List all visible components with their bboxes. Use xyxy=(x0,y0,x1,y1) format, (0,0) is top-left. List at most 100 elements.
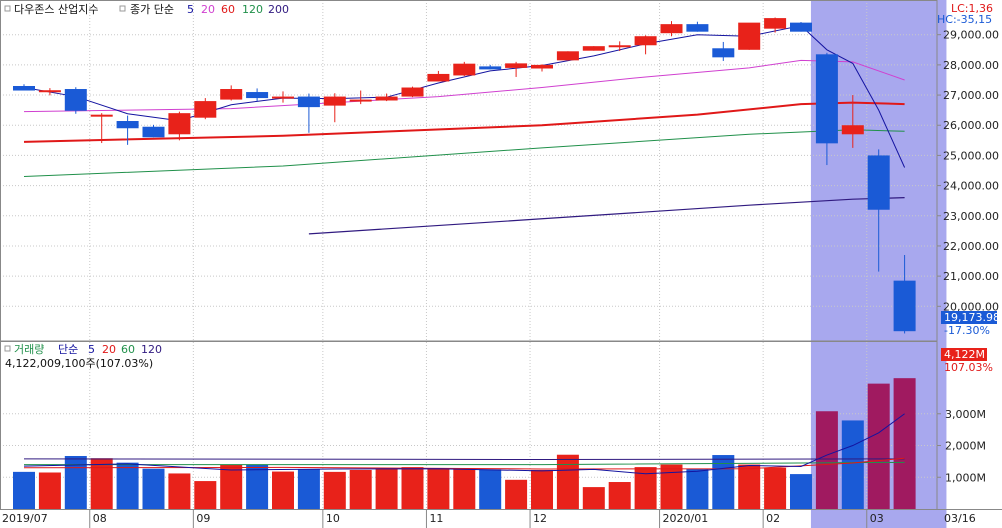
volume-bar xyxy=(349,469,372,509)
candle-body xyxy=(349,99,372,102)
price-legend: 다우존스 산업지수 종가 단순 5 20 60 120 200 xyxy=(4,3,289,16)
candle-body xyxy=(38,90,61,93)
price-axis-label: 21,000.00 xyxy=(943,270,999,283)
candle-body xyxy=(375,96,398,101)
candle-body xyxy=(90,114,113,117)
volume-bar xyxy=(38,472,61,509)
volume-bar xyxy=(272,471,294,509)
price-axis-label: 20,000.00 xyxy=(943,300,999,313)
candle-body xyxy=(168,113,191,135)
price-legend-prefix: 종가 단순 xyxy=(130,3,174,16)
price-legend-ma5: 5 xyxy=(187,3,194,16)
volume-ma60-line xyxy=(24,461,905,466)
volume-bar xyxy=(401,467,424,509)
volume-bar xyxy=(297,469,320,509)
candle-body xyxy=(64,89,87,111)
last-price-label: 19,173.98 xyxy=(944,311,1000,324)
volume-bar xyxy=(634,467,657,509)
x-axis-label: 10 xyxy=(326,512,340,525)
volume-bar xyxy=(13,471,35,509)
volume-bar xyxy=(64,455,87,509)
price-legend-toggle-icon[interactable] xyxy=(119,5,126,12)
volume-panel-title: 거래량 xyxy=(14,343,44,356)
volume-bar xyxy=(505,479,528,509)
candle-body xyxy=(427,73,450,82)
volume-bar xyxy=(686,469,709,509)
volume-legend: 거래량 단순 5 20 60 120 4,122,009,100주(107.03… xyxy=(4,343,162,370)
last-price-tag xyxy=(941,311,997,324)
volume-bar xyxy=(764,467,787,509)
volume-ma5-line xyxy=(23,413,905,475)
volume-bar xyxy=(246,464,269,509)
candle-body xyxy=(712,48,735,58)
last-volume-pct-label: 107.03% xyxy=(944,361,993,374)
x-axis-label: 12 xyxy=(533,512,547,525)
x-axis-label: 03 xyxy=(870,512,884,525)
x-axis-label: 02 xyxy=(766,512,780,525)
volume-bar xyxy=(608,482,631,509)
volume-bar xyxy=(867,383,890,509)
volume-ma20-line xyxy=(23,457,905,470)
volume-bar xyxy=(375,468,398,509)
price-panel-toggle-icon[interactable] xyxy=(4,5,11,12)
volume-legend-ma5: 5 xyxy=(88,343,95,356)
price-axis-label: 28,000.00 xyxy=(943,59,999,72)
candle-body xyxy=(505,63,528,68)
volume-axis-label: 1,000M xyxy=(945,471,986,484)
price-axis-label: 23,000.00 xyxy=(943,210,999,223)
candle-body xyxy=(556,51,579,61)
candle-body xyxy=(608,45,631,48)
candle-body xyxy=(893,280,916,332)
candle-body xyxy=(246,92,269,99)
price-legend-ma20: 20 xyxy=(201,3,215,16)
candle-body xyxy=(401,87,424,97)
candle-body xyxy=(867,155,890,210)
volume-bar xyxy=(453,469,476,509)
volume-legend-prefix: 단순 xyxy=(58,343,78,356)
candle-body xyxy=(453,63,476,76)
volume-legend-ma20: 20 xyxy=(102,343,116,356)
volume-bar xyxy=(116,462,139,509)
volume-bar xyxy=(427,468,450,509)
change-label: -17.30% xyxy=(944,324,990,337)
volume-bar xyxy=(556,454,579,509)
volume-bar xyxy=(660,464,683,509)
price-panel-title: 다우존스 산업지수 xyxy=(14,3,98,16)
volume-info-label: 4,122,009,100주(107.03%) xyxy=(5,357,153,370)
price-axis-label: 26,000.00 xyxy=(943,119,999,132)
x-axis-label: 2020/01 xyxy=(663,512,709,525)
candle-body xyxy=(116,121,139,129)
price-axis-label: 24,000.00 xyxy=(943,180,999,193)
hc-label: HC:-35,15 xyxy=(937,13,992,26)
volume-axis-label: 2,000M xyxy=(945,440,986,453)
candle-body xyxy=(272,96,294,99)
candle-body xyxy=(479,66,502,70)
candle-body xyxy=(531,64,553,69)
volume-bar xyxy=(323,471,346,509)
volume-bar xyxy=(815,411,838,509)
x-axis-label: 11 xyxy=(429,512,443,525)
x-axis-label: 08 xyxy=(93,512,107,525)
volume-bar xyxy=(194,481,217,509)
price-axis-label: 22,000.00 xyxy=(943,240,999,253)
candle-body xyxy=(815,54,838,144)
volume-bar xyxy=(90,458,113,509)
candle-body xyxy=(582,46,605,51)
volume-bar xyxy=(582,487,605,509)
candle-body xyxy=(297,96,320,108)
candle-body xyxy=(764,18,787,29)
volume-bars xyxy=(13,378,916,509)
candle-body xyxy=(220,89,243,100)
last-volume-label: 4,122M xyxy=(944,348,985,361)
candle-body xyxy=(738,22,761,50)
volume-axis-label: 3,000M xyxy=(945,408,986,421)
volume-panel-toggle-icon[interactable] xyxy=(4,345,11,352)
x-axis-label: 03/16 xyxy=(944,512,976,525)
candle-body xyxy=(194,101,217,118)
grid xyxy=(0,0,937,509)
candle-body xyxy=(142,126,165,138)
volume-bar xyxy=(790,474,812,509)
candlesticks xyxy=(13,17,916,334)
volume-bar xyxy=(168,473,191,509)
